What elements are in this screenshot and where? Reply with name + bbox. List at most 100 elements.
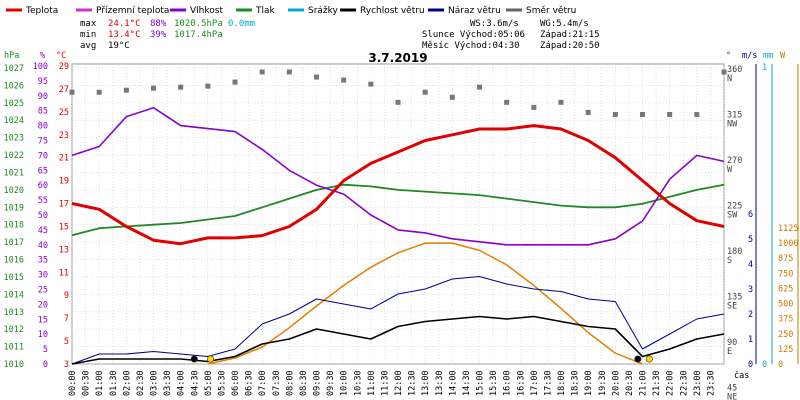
- dir-name-label: NW: [727, 120, 738, 130]
- stat-max-press: 1020.5hPa: [174, 19, 223, 29]
- w-tick-label: 875: [778, 254, 793, 264]
- axis-title-temp: °C: [56, 51, 66, 61]
- x-tick-label: 14:00: [448, 370, 458, 396]
- stat-max-rain: 0.0mm: [228, 19, 255, 29]
- w-tick-label: 0: [778, 360, 783, 370]
- chart-title: 3.7.2019: [368, 51, 427, 65]
- x-tick-label: 12:30: [408, 370, 418, 396]
- wind-direction-point: [694, 111, 700, 117]
- wind-direction-point: [96, 89, 102, 95]
- ms-tick-label: 6: [748, 210, 753, 220]
- w-tick-label: 125: [778, 345, 793, 355]
- w-tick-label: 375: [778, 315, 793, 325]
- hpa-tick-label: 1018: [4, 221, 24, 231]
- legend-tlak: Tlak: [255, 6, 276, 16]
- wind-direction-point: [314, 74, 319, 80]
- temp-tick-label: 13: [59, 245, 69, 255]
- x-tick-label: 11:00: [367, 370, 377, 396]
- wind-direction-point: [558, 99, 564, 105]
- series-naraz: [71, 276, 725, 365]
- dir-deg-label: 270: [727, 156, 742, 166]
- axis-title-x: čas: [734, 370, 749, 381]
- chart-legend: Teplota Přízemní teplota Vlhkost Tlak Sr…: [6, 6, 576, 16]
- axis-ticks: 1027102610251024102310221021102010191018…: [4, 62, 799, 400]
- stat-max-temp: 24.1°C: [108, 19, 141, 29]
- wind-direction-point: [585, 109, 591, 115]
- temp-tick-label: 3: [64, 360, 69, 370]
- wind-direction-point: [259, 69, 265, 75]
- pct-tick-label: 10: [38, 330, 48, 340]
- dir-name-label: S: [727, 256, 732, 266]
- x-tick-label: 21:00: [639, 370, 649, 396]
- axis-title-ms: m/s: [742, 51, 757, 61]
- x-tick-label: 06:30: [245, 370, 255, 396]
- stat-moon: Měsíc Východ:04:30: [422, 41, 520, 51]
- x-tick-label: 13:00: [421, 370, 431, 396]
- temp-tick-label: 27: [59, 85, 69, 95]
- x-tick-label: 11:30: [380, 370, 390, 396]
- pct-tick-label: 5: [43, 345, 48, 355]
- temp-tick-label: 11: [59, 268, 69, 278]
- x-tick-label: 12:00: [394, 370, 404, 396]
- x-tick-label: 02:30: [136, 370, 146, 396]
- stat-min-temp: 13.4°C: [108, 30, 141, 40]
- sun-moon-marker: [207, 355, 215, 363]
- temp-tick-label: 25: [59, 108, 69, 118]
- legend-srazky: Srážky: [308, 6, 339, 16]
- x-tick-label: 09:30: [326, 370, 336, 396]
- pct-tick-label: 45: [38, 226, 48, 236]
- temp-tick-label: 19: [59, 177, 69, 187]
- wind-direction-point: [123, 87, 129, 93]
- hpa-tick-label: 1012: [4, 325, 24, 335]
- wind-direction-point: [667, 111, 673, 117]
- ms-tick-label: 0: [748, 360, 753, 370]
- x-tick-label: 02:00: [122, 370, 132, 396]
- x-tick-label: 05:30: [217, 370, 227, 396]
- stat-max-hum: 88%: [150, 19, 167, 29]
- w-tick-label: 250: [778, 330, 793, 340]
- x-tick-label: 09:00: [313, 370, 323, 396]
- x-tick-label: 15:00: [476, 370, 486, 396]
- hpa-tick-label: 1022: [4, 151, 24, 161]
- axis-title-pct: %: [40, 51, 45, 61]
- temp-tick-label: 23: [59, 131, 69, 141]
- pct-tick-label: 100: [33, 62, 48, 72]
- stat-moon-set: Západ:20:50: [540, 41, 600, 51]
- x-tick-label: 22:30: [679, 370, 689, 396]
- x-tick-label: 17:30: [543, 370, 553, 396]
- legend-smer: Směr větru: [526, 6, 576, 16]
- dir-name-label: W: [727, 165, 733, 175]
- wind-direction-point: [477, 84, 482, 90]
- pct-tick-label: 0: [43, 360, 48, 370]
- ms-tick-label: 2: [748, 310, 753, 320]
- pct-tick-label: 85: [38, 107, 48, 117]
- stat-min-press: 1017.4hPa: [174, 30, 223, 40]
- temp-tick-label: 29: [59, 62, 69, 72]
- x-tick-label: 03:00: [150, 370, 160, 396]
- pct-tick-label: 40: [38, 241, 48, 251]
- x-tick-label: 00:30: [82, 370, 92, 396]
- hpa-tick-label: 1019: [4, 203, 24, 213]
- dir-deg-label: 180: [727, 247, 742, 257]
- wind-direction-point: [612, 111, 618, 117]
- stat-avg-label: avg: [80, 41, 96, 51]
- dir-name-label: NE: [727, 393, 737, 400]
- x-tick-label: 21:30: [652, 370, 662, 396]
- series-tlak: [71, 183, 725, 237]
- x-tick-label: 08:30: [299, 370, 309, 396]
- wind-direction-point: [69, 89, 75, 95]
- x-tick-label: 10:00: [340, 370, 350, 396]
- x-tick-label: 14:30: [462, 370, 472, 396]
- sun-moon-marker: [190, 355, 198, 363]
- hpa-tick-label: 1027: [4, 64, 24, 74]
- x-tick-label: 20:30: [625, 370, 635, 396]
- series-teplota: [71, 124, 725, 246]
- x-tick-label: 18:30: [571, 370, 581, 396]
- pct-tick-label: 30: [38, 271, 48, 281]
- dir-name-label: SE: [727, 302, 737, 312]
- legend-prizemni: Přízemní teplota: [96, 6, 169, 16]
- x-tick-label: 07:00: [258, 370, 268, 396]
- temp-tick-label: 5: [64, 337, 69, 347]
- dir-deg-label: 360: [727, 65, 742, 75]
